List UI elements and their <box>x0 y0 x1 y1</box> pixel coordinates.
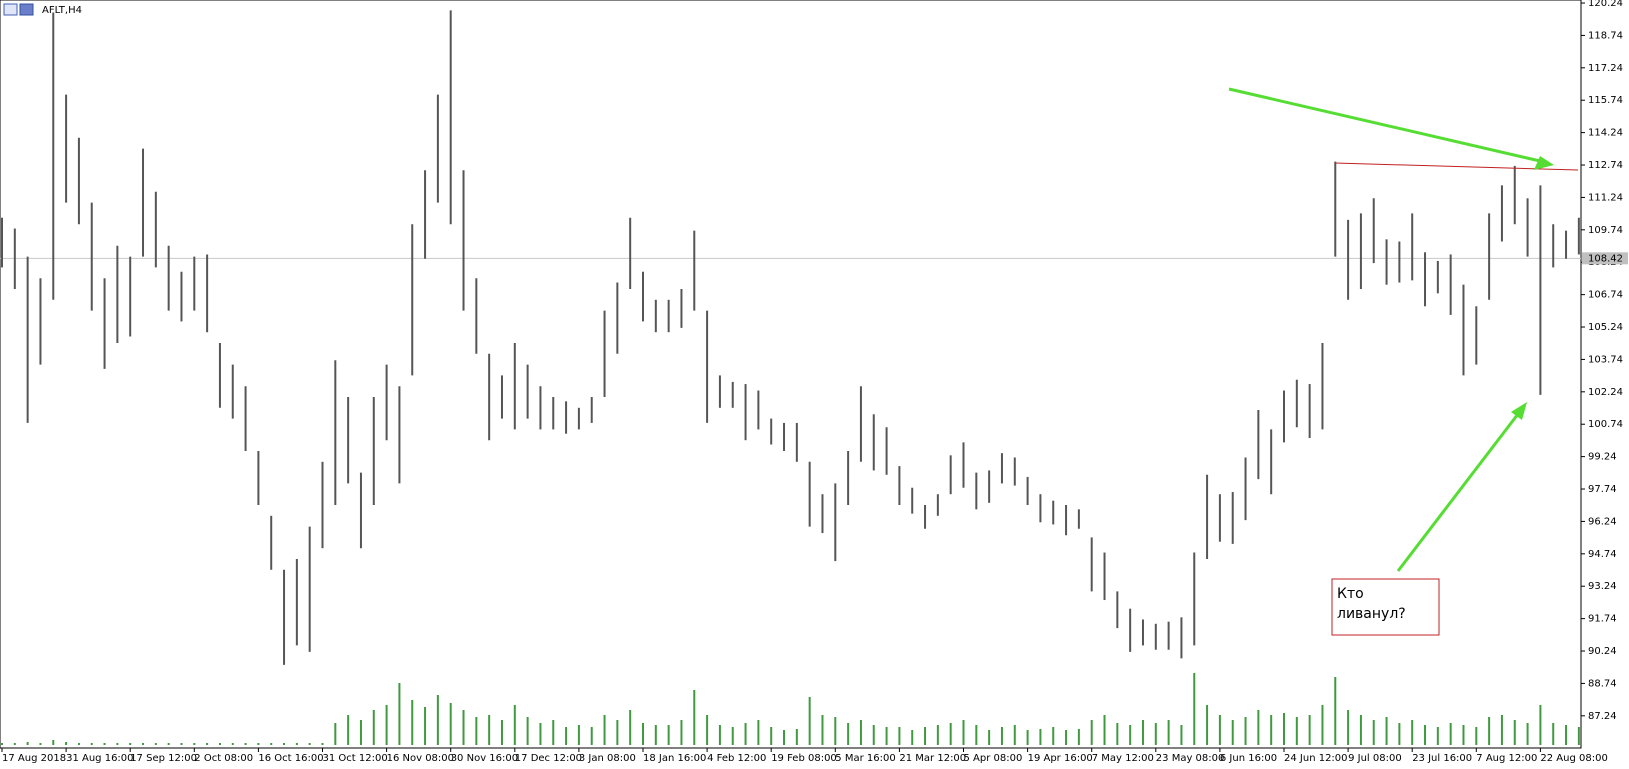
x-tick-label: 30 Nov 16:00 <box>451 753 518 764</box>
x-tick-label: 22 Aug 08:00 <box>1540 753 1607 764</box>
y-tick-label: 96.24 <box>1588 516 1617 527</box>
y-tick-label: 100.74 <box>1588 419 1623 430</box>
note-text: ливанул? <box>1337 606 1406 622</box>
y-tick-label: 91.74 <box>1588 614 1617 625</box>
x-tick-label: 7 Aug 12:00 <box>1476 753 1537 764</box>
x-tick-label: 2 Oct 08:00 <box>194 753 253 764</box>
x-tick-label: 19 Feb 08:00 <box>771 753 837 764</box>
y-tick-label: 117.24 <box>1588 63 1623 74</box>
y-tick-label: 114.24 <box>1588 128 1623 139</box>
y-tick-label: 120.24 <box>1588 0 1623 9</box>
y-tick-label: 93.24 <box>1588 581 1617 592</box>
price-label-box <box>1582 252 1628 265</box>
y-tick-label: 115.74 <box>1588 95 1623 106</box>
y-tick-label: 90.24 <box>1588 646 1617 657</box>
y-tick-label: 112.74 <box>1588 160 1623 171</box>
x-tick-label: 17 Aug 2018 <box>2 753 66 764</box>
y-tick-label: 105.24 <box>1588 322 1623 333</box>
y-tick-label: 87.24 <box>1588 711 1617 722</box>
x-tick-label: 31 Oct 12:00 <box>323 753 388 764</box>
note-box <box>1331 578 1440 636</box>
y-tick-label: 99.24 <box>1588 452 1617 463</box>
y-tick-label: 97.74 <box>1588 484 1617 495</box>
y-tick-label: 106.74 <box>1588 290 1623 301</box>
annotations: Кто ливанул? <box>1228 87 1579 636</box>
x-tick-label: 17 Sep 12:00 <box>130 753 197 764</box>
icon <box>19 3 34 16</box>
plot-frame <box>0 0 1582 749</box>
y-tick-label: 103.74 <box>1588 354 1623 365</box>
x-tick-label: 16 Nov 08:00 <box>387 753 454 764</box>
y-tick-label: 109.74 <box>1588 225 1623 236</box>
y-tick-label: 102.24 <box>1588 387 1623 398</box>
note: Кто ливанул? <box>1331 578 1440 636</box>
note-text: Кто <box>1337 586 1364 602</box>
arrow-head <box>1511 402 1527 420</box>
chart-title: AFLT,H4 <box>42 5 82 16</box>
arrow <box>1396 413 1520 572</box>
x-tick-label: 31 Aug 16:00 <box>66 753 133 764</box>
y-tick-label: 94.74 <box>1588 549 1617 560</box>
x-tick-label: 23 May 08:00 <box>1156 753 1225 764</box>
arrow-head <box>1534 156 1554 170</box>
x-tick-label: 4 Feb 12:00 <box>707 753 766 764</box>
x-tick-label: 5 Apr 08:00 <box>964 753 1023 764</box>
price-label: 108.42 <box>1588 253 1623 264</box>
y-tick-label: 88.74 <box>1588 678 1617 689</box>
x-tick-label: 24 Jun 12:00 <box>1284 753 1348 764</box>
y-tick-label: 118.74 <box>1588 30 1623 41</box>
x-tick-label: 18 Jan 16:00 <box>643 753 706 764</box>
x-tick-label: 9 Jul 08:00 <box>1348 753 1402 764</box>
x-tick-label: 23 Jul 16:00 <box>1412 753 1472 764</box>
x-tick-label: 5 Mar 16:00 <box>835 753 895 764</box>
x-tick-label: 7 May 12:00 <box>1092 753 1154 764</box>
arrow <box>1228 87 1541 163</box>
x-tick-label: 21 Mar 12:00 <box>899 753 966 764</box>
y-tick-label: 111.24 <box>1588 192 1623 203</box>
x-tick-label: 6 Jun 16:00 <box>1220 753 1277 764</box>
x-tick-label: 3 Jan 08:00 <box>579 753 636 764</box>
x-tick-label: 16 Oct 16:00 <box>258 753 323 764</box>
icon <box>3 3 18 16</box>
x-tick-label: 17 Dec 12:00 <box>515 753 582 764</box>
x-tick-label: 19 Apr 16:00 <box>1028 753 1093 764</box>
